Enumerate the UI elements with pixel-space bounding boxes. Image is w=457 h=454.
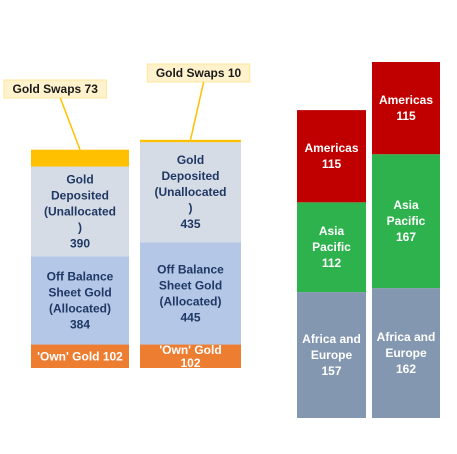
label-line: Pacific <box>312 240 351 254</box>
data-label-gold-swaps-1-1: Gold Swaps 73 <box>13 82 99 96</box>
label-line: 112 <box>322 256 342 270</box>
callout-leader-1 <box>60 98 80 150</box>
label-line: Sheet Gold <box>48 285 111 299</box>
label-line: 435 <box>180 217 200 231</box>
bar-segment-gold-swaps-1-1 <box>31 150 129 167</box>
label-line: 115 <box>396 109 416 123</box>
label-line: (Unallocated <box>154 185 226 199</box>
label-line: Deposited <box>51 188 109 202</box>
label-line: (Allocated) <box>49 301 111 315</box>
label-line: Gold <box>66 172 93 186</box>
label-line: 102 <box>180 356 200 370</box>
label-line: Africa and <box>302 332 361 346</box>
data-label-own-gold-1-1: 'Own' Gold 102 <box>37 349 123 363</box>
label-line: 162 <box>396 362 416 376</box>
data-label-gold-swaps-1-2: Gold Swaps 10 <box>156 66 242 80</box>
label-line: Off Balance <box>157 262 224 276</box>
label-line: Europe <box>385 346 427 360</box>
label-line: Deposited <box>161 169 219 183</box>
label-line: 384 <box>70 317 90 331</box>
label-line: 157 <box>321 364 341 378</box>
bar-segment-americas-2-1 <box>297 110 366 202</box>
label-line: Asia <box>319 224 345 238</box>
label-line: Asia <box>393 198 419 212</box>
bar-segment-off-balance-sheet-gold-allocated-1-2 <box>140 242 241 344</box>
label-line: 'Own' Gold <box>159 343 221 357</box>
bar-segment-americas-2-2 <box>372 62 440 154</box>
label-line: Americas <box>304 141 358 155</box>
label-line: (Allocated) <box>159 294 221 308</box>
label-line: Gold <box>177 153 204 167</box>
label-line: ) <box>189 201 193 215</box>
label-line: (Unallocated <box>44 204 116 218</box>
label-line: 445 <box>180 310 200 324</box>
label-line: 167 <box>396 230 416 244</box>
callout-leader-2 <box>191 82 204 140</box>
label-line: Africa and <box>377 330 436 344</box>
bar-segment-gold-swaps-1-2 <box>140 140 241 142</box>
label-line: 390 <box>70 236 90 250</box>
label-line: 'Own' Gold 102 <box>37 349 123 363</box>
label-line: Off Balance <box>47 269 114 283</box>
label-line: Pacific <box>387 214 426 228</box>
label-line: ) <box>78 220 82 234</box>
label-line: Sheet Gold <box>159 278 222 292</box>
label-line: 115 <box>322 157 342 171</box>
label-line: Americas <box>379 93 433 107</box>
label-line: Europe <box>311 348 353 362</box>
